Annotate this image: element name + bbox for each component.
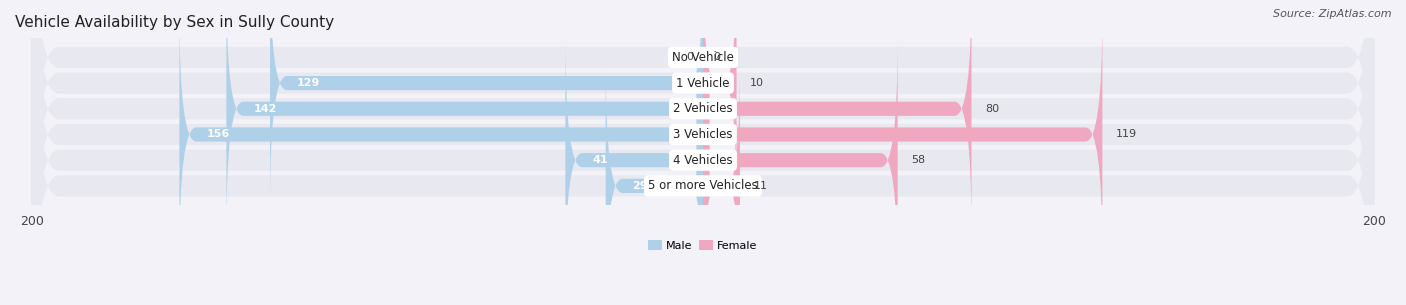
FancyBboxPatch shape — [32, 0, 1374, 305]
Text: 129: 129 — [297, 78, 321, 88]
Text: 0: 0 — [686, 52, 693, 63]
Text: 1 Vehicle: 1 Vehicle — [676, 77, 730, 90]
Legend: Male, Female: Male, Female — [647, 238, 759, 253]
FancyBboxPatch shape — [565, 39, 703, 282]
FancyBboxPatch shape — [180, 13, 703, 256]
Text: 58: 58 — [911, 155, 925, 165]
Text: 5 or more Vehicles: 5 or more Vehicles — [648, 179, 758, 192]
FancyBboxPatch shape — [32, 0, 1374, 253]
Text: 41: 41 — [592, 155, 607, 165]
Text: 142: 142 — [253, 104, 277, 114]
FancyBboxPatch shape — [32, 0, 1374, 305]
Text: Vehicle Availability by Sex in Sully County: Vehicle Availability by Sex in Sully Cou… — [15, 15, 335, 30]
FancyBboxPatch shape — [270, 0, 703, 205]
FancyBboxPatch shape — [703, 64, 740, 305]
FancyBboxPatch shape — [32, 0, 1374, 278]
FancyBboxPatch shape — [703, 0, 737, 205]
FancyBboxPatch shape — [703, 13, 1102, 256]
FancyBboxPatch shape — [703, 0, 972, 230]
FancyBboxPatch shape — [703, 39, 897, 282]
FancyBboxPatch shape — [226, 0, 703, 230]
Text: 119: 119 — [1116, 130, 1137, 139]
Text: 3 Vehicles: 3 Vehicles — [673, 128, 733, 141]
Text: 2 Vehicles: 2 Vehicles — [673, 102, 733, 115]
Text: 10: 10 — [749, 78, 763, 88]
Text: 80: 80 — [986, 104, 1000, 114]
Text: Source: ZipAtlas.com: Source: ZipAtlas.com — [1274, 9, 1392, 19]
FancyBboxPatch shape — [32, 0, 1374, 305]
Text: 0: 0 — [713, 52, 720, 63]
Text: 11: 11 — [754, 181, 768, 191]
FancyBboxPatch shape — [606, 64, 703, 305]
Text: 4 Vehicles: 4 Vehicles — [673, 154, 733, 167]
Text: 156: 156 — [207, 130, 229, 139]
Text: 29: 29 — [633, 181, 648, 191]
Text: No Vehicle: No Vehicle — [672, 51, 734, 64]
FancyBboxPatch shape — [32, 0, 1374, 304]
